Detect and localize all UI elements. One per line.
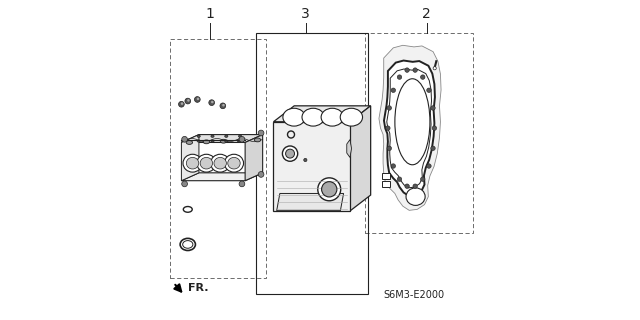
Text: S6M3-E2000: S6M3-E2000 (383, 290, 445, 300)
Circle shape (182, 136, 188, 142)
Bar (382, 181, 390, 187)
Circle shape (386, 126, 390, 130)
Polygon shape (350, 106, 371, 211)
Polygon shape (379, 45, 441, 210)
Circle shape (222, 104, 225, 107)
Circle shape (431, 146, 435, 150)
Ellipse shape (225, 135, 228, 137)
Bar (170, 39, 266, 278)
Ellipse shape (302, 108, 324, 126)
Ellipse shape (283, 108, 305, 126)
Circle shape (413, 68, 417, 72)
Polygon shape (181, 135, 262, 142)
Ellipse shape (197, 154, 216, 172)
Circle shape (397, 177, 402, 181)
Bar (256, 33, 368, 294)
Ellipse shape (254, 138, 260, 142)
Polygon shape (181, 135, 199, 181)
Text: FR.: FR. (188, 283, 208, 293)
Circle shape (405, 184, 410, 188)
Ellipse shape (285, 149, 294, 158)
Circle shape (211, 101, 214, 103)
Ellipse shape (239, 135, 242, 137)
Circle shape (179, 101, 184, 107)
Circle shape (304, 158, 307, 162)
Circle shape (397, 75, 402, 79)
Text: 2: 2 (422, 7, 431, 21)
Polygon shape (273, 122, 350, 211)
Polygon shape (276, 194, 344, 211)
Ellipse shape (239, 140, 242, 142)
Circle shape (427, 164, 431, 168)
Circle shape (420, 75, 425, 79)
Polygon shape (181, 173, 262, 181)
Ellipse shape (220, 139, 227, 143)
Ellipse shape (395, 79, 430, 165)
Ellipse shape (225, 154, 244, 172)
Ellipse shape (282, 146, 298, 161)
Ellipse shape (211, 135, 214, 137)
Circle shape (258, 172, 264, 177)
Ellipse shape (225, 140, 228, 142)
Circle shape (196, 98, 199, 100)
Ellipse shape (197, 135, 200, 137)
Bar (365, 33, 473, 233)
Ellipse shape (204, 140, 210, 144)
Circle shape (387, 146, 392, 150)
Circle shape (182, 181, 188, 187)
Circle shape (239, 181, 245, 187)
Circle shape (180, 102, 183, 105)
Ellipse shape (321, 182, 337, 197)
Polygon shape (387, 69, 431, 188)
Circle shape (405, 68, 410, 72)
Circle shape (431, 106, 435, 110)
Text: 3: 3 (301, 7, 310, 21)
Ellipse shape (228, 157, 240, 169)
Circle shape (239, 136, 245, 142)
Ellipse shape (406, 188, 425, 205)
Circle shape (185, 98, 191, 104)
Circle shape (391, 164, 396, 168)
Ellipse shape (186, 140, 193, 144)
Ellipse shape (214, 157, 227, 169)
Ellipse shape (186, 157, 199, 169)
Circle shape (427, 88, 431, 92)
Circle shape (220, 103, 226, 109)
Circle shape (258, 130, 264, 136)
Circle shape (433, 67, 436, 70)
Ellipse shape (197, 140, 200, 142)
Ellipse shape (340, 108, 362, 126)
Circle shape (195, 97, 200, 102)
Circle shape (432, 126, 436, 130)
Bar (382, 173, 390, 179)
Polygon shape (273, 106, 371, 122)
Text: 1: 1 (205, 7, 214, 21)
Ellipse shape (237, 139, 244, 142)
Ellipse shape (200, 157, 212, 169)
Circle shape (387, 106, 392, 110)
Ellipse shape (211, 154, 230, 172)
Circle shape (391, 88, 396, 92)
Polygon shape (245, 135, 262, 181)
Circle shape (420, 177, 425, 181)
Ellipse shape (183, 154, 202, 172)
Polygon shape (347, 140, 351, 157)
Ellipse shape (318, 178, 340, 201)
Ellipse shape (321, 108, 344, 126)
Circle shape (187, 99, 189, 102)
Polygon shape (384, 60, 435, 196)
Circle shape (413, 184, 417, 188)
Ellipse shape (211, 140, 214, 142)
Circle shape (209, 100, 214, 106)
